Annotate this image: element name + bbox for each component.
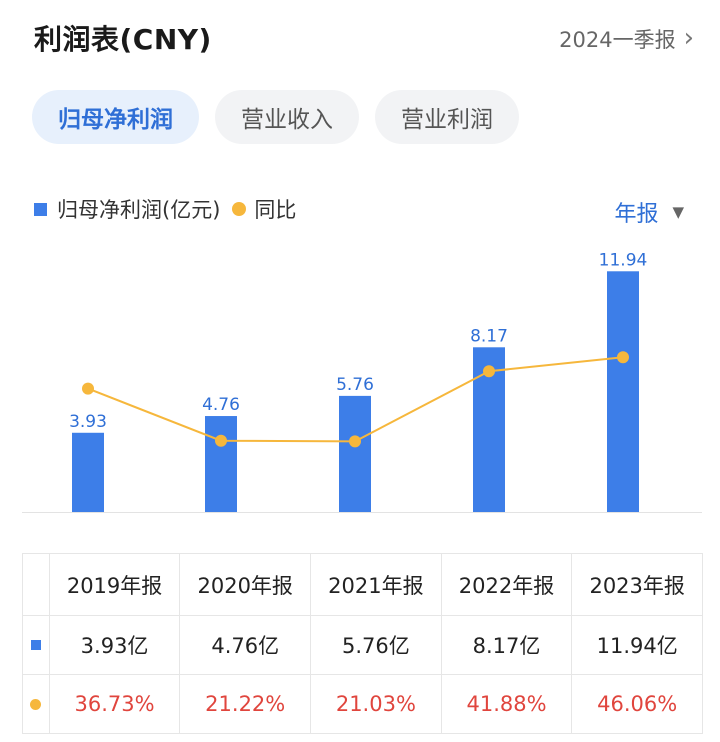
bar[interactable] <box>72 432 104 512</box>
period-label: 2024一季报 <box>559 28 676 52</box>
bar-value-label: 3.93 <box>69 412 107 432</box>
table-corner-cell <box>23 554 50 615</box>
bar-value-label: 8.17 <box>470 326 508 346</box>
table-header-cell: 2023年报 <box>572 554 704 615</box>
page-title: 利润表(CNY) <box>34 23 212 56</box>
chevron-right-icon: › <box>683 22 694 53</box>
yoy-point[interactable] <box>483 365 495 378</box>
data-table: 2019年报 2020年报 2021年报 2022年报 2023年报 3.93亿… <box>22 553 704 734</box>
bar-value-label: 5.76 <box>336 375 374 395</box>
table-cell: 8.17亿 <box>442 616 573 674</box>
report-type-select[interactable]: 年报 ▼ <box>614 196 684 228</box>
bar-value-label: 4.76 <box>202 395 240 415</box>
line-legend-label: 同比 <box>254 198 297 222</box>
bar[interactable] <box>205 416 237 512</box>
profit-row-marker <box>23 616 50 674</box>
bar-marker-icon <box>30 640 41 650</box>
table-cell: 21.22% <box>180 675 312 733</box>
yoy-point[interactable] <box>617 351 629 364</box>
metric-tabs: 归母净利润 营业收入 营业利润 <box>32 90 519 144</box>
tab-operating-profit[interactable]: 营业利润 <box>375 90 519 144</box>
tab-revenue[interactable]: 营业收入 <box>215 90 359 144</box>
table-header-cell: 2019年报 <box>50 554 181 615</box>
bar[interactable] <box>339 395 371 512</box>
table-row-profit: 3.93亿 4.76亿 5.76亿 8.17亿 11.94亿 <box>23 616 704 675</box>
period-link[interactable]: 2024一季报 › <box>559 24 694 54</box>
bar[interactable] <box>607 271 639 512</box>
bar-value-label: 11.94 <box>599 250 648 270</box>
yoy-row-marker <box>23 675 50 733</box>
table-header-cell: 2020年报 <box>180 554 312 615</box>
table-header-cell: 2021年报 <box>311 554 442 615</box>
profit-chart: 3.93 4.76 5.76 8.17 11.94 <box>22 250 702 513</box>
bar-legend-label: 归母净利润(亿元) <box>57 198 221 222</box>
table-cell: 36.73% <box>50 675 181 733</box>
header: 利润表(CNY) 2024一季报 › <box>0 0 720 78</box>
table-cell: 3.93亿 <box>50 616 181 674</box>
table-cell: 21.03% <box>311 675 442 733</box>
table-cell: 5.76亿 <box>311 616 442 674</box>
yoy-point[interactable] <box>349 435 361 448</box>
table-cell: 41.88% <box>442 675 573 733</box>
yoy-point[interactable] <box>215 434 227 447</box>
line-marker-icon <box>30 698 42 710</box>
table-cell: 11.94亿 <box>572 616 704 674</box>
caret-down-icon: ▼ <box>672 203 684 221</box>
table-header-row: 2019年报 2020年报 2021年报 2022年报 2023年报 <box>23 554 704 616</box>
tab-net-profit[interactable]: 归母净利润 <box>32 90 199 144</box>
yoy-point[interactable] <box>82 382 94 395</box>
bar-legend-marker <box>34 202 47 216</box>
table-cell: 4.76亿 <box>180 616 312 674</box>
table-row-yoy: 36.73% 21.22% 21.03% 41.88% 46.06% <box>23 675 704 734</box>
report-type-value: 年报 <box>614 202 659 227</box>
table-cell: 46.06% <box>572 675 704 733</box>
table-header-cell: 2022年报 <box>442 554 573 615</box>
line-legend-marker <box>232 202 247 216</box>
chart-legend: 归母净利润(亿元) 同比 <box>34 194 296 224</box>
